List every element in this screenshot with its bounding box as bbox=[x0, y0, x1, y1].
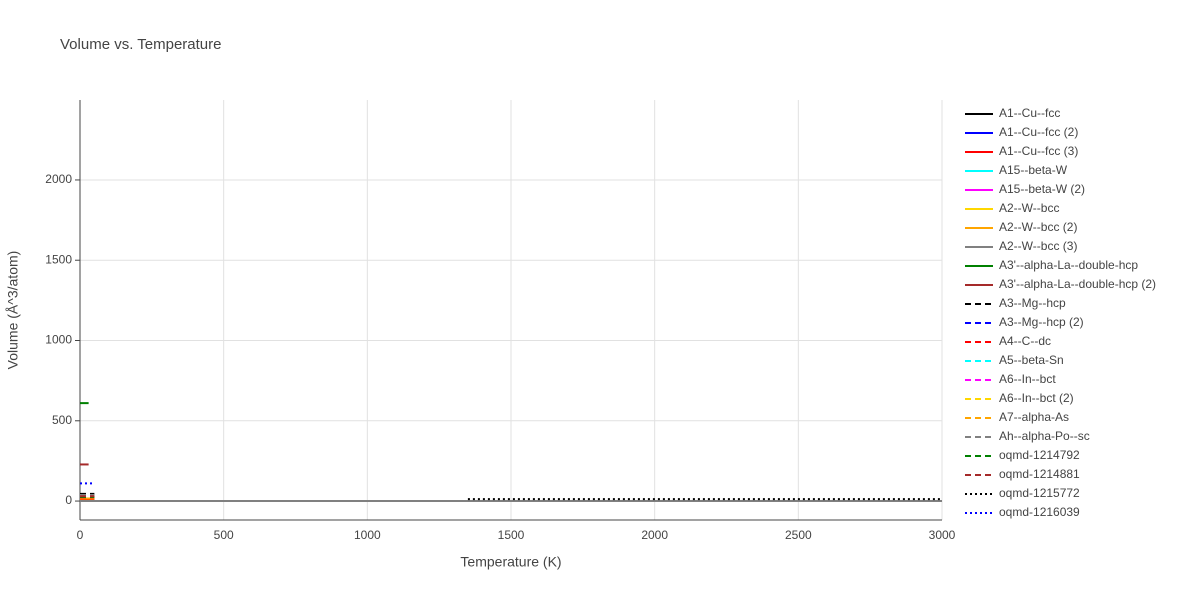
legend-label: A1--Cu--fcc bbox=[999, 106, 1060, 120]
legend-label: oqmd-1214792 bbox=[999, 448, 1080, 462]
y-tick-label: 0 bbox=[65, 493, 72, 507]
legend-label: A6--In--bct (2) bbox=[999, 391, 1074, 405]
legend-label: oqmd-1214881 bbox=[999, 467, 1080, 481]
legend-label: A2--W--bcc (2) bbox=[999, 220, 1077, 234]
legend-label: A3--Mg--hcp (2) bbox=[999, 315, 1084, 329]
y-tick-label: 1000 bbox=[45, 333, 72, 347]
x-axis-label: Temperature (K) bbox=[460, 554, 561, 570]
x-tick-label: 3000 bbox=[929, 528, 956, 542]
legend-label: A15--beta-W (2) bbox=[999, 182, 1085, 196]
legend-label: A1--Cu--fcc (2) bbox=[999, 125, 1078, 139]
legend-label: Ah--alpha-Po--sc bbox=[999, 429, 1090, 443]
x-tick-label: 500 bbox=[214, 528, 234, 542]
legend-label: oqmd-1216039 bbox=[999, 505, 1080, 519]
x-tick-label: 0 bbox=[77, 528, 84, 542]
legend-label: oqmd-1215772 bbox=[999, 486, 1080, 500]
legend-label: A2--W--bcc bbox=[999, 201, 1059, 215]
legend-label: A7--alpha-As bbox=[999, 410, 1069, 424]
legend-label: A2--W--bcc (3) bbox=[999, 239, 1077, 253]
legend-label: A6--In--bct bbox=[999, 372, 1056, 386]
legend-label: A4--C--dc bbox=[999, 334, 1051, 348]
legend-label: A1--Cu--fcc (3) bbox=[999, 144, 1078, 158]
x-tick-label: 2500 bbox=[785, 528, 812, 542]
legend-label: A3--Mg--hcp bbox=[999, 296, 1066, 310]
chart-title: Volume vs. Temperature bbox=[60, 36, 221, 53]
x-tick-label: 1500 bbox=[498, 528, 525, 542]
y-tick-label: 2000 bbox=[45, 172, 72, 186]
x-tick-label: 2000 bbox=[641, 528, 668, 542]
x-tick-label: 1000 bbox=[354, 528, 381, 542]
legend-label: A3'--alpha-La--double-hcp bbox=[999, 258, 1138, 272]
legend-label: A3'--alpha-La--double-hcp (2) bbox=[999, 277, 1156, 291]
y-tick-label: 1500 bbox=[45, 252, 72, 266]
y-axis-label: Volume (Å^3/atom) bbox=[5, 251, 21, 370]
y-tick-label: 500 bbox=[52, 413, 72, 427]
legend-label: A5--beta-Sn bbox=[999, 353, 1064, 367]
legend-label: A15--beta-W bbox=[999, 163, 1068, 177]
